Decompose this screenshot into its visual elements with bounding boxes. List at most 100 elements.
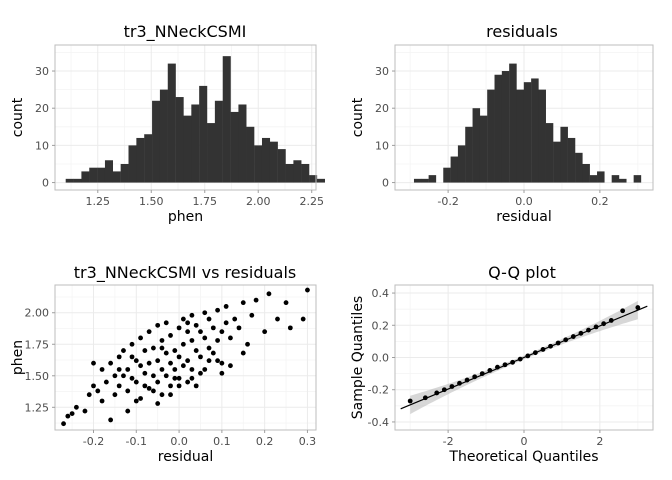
scatter-point xyxy=(215,358,220,364)
y-tick-label: 1.25 xyxy=(25,401,50,414)
histogram-bar xyxy=(269,141,278,183)
chart-title: Q-Q plot xyxy=(488,263,556,282)
scatter-point xyxy=(163,320,169,326)
scatter-point xyxy=(176,325,182,331)
histogram-bar xyxy=(167,63,176,183)
x-tick-label: 0.0 xyxy=(515,195,533,208)
histogram-bar xyxy=(553,141,561,183)
y-tick-label: 20 xyxy=(375,102,389,115)
scatter-point xyxy=(159,338,165,343)
histogram-bar xyxy=(97,167,106,183)
scatter-point xyxy=(601,321,607,327)
histogram-bar xyxy=(89,167,98,183)
histogram-bar xyxy=(214,100,223,183)
histogram-bar xyxy=(465,126,473,183)
scatter-point xyxy=(138,363,143,369)
scatter-point xyxy=(159,345,165,351)
histogram-bar xyxy=(567,137,576,183)
scatter-point xyxy=(73,404,79,410)
scatter-point xyxy=(163,350,169,356)
scatter-point xyxy=(219,360,225,366)
scatter-point xyxy=(172,348,178,353)
scatter-point xyxy=(189,367,195,372)
scatter-point xyxy=(193,348,199,353)
scatter-point xyxy=(138,396,143,401)
scatter-point xyxy=(91,360,96,366)
scatter-point xyxy=(125,367,131,372)
histogram-bar xyxy=(238,104,247,183)
scatter-point xyxy=(236,325,242,331)
scatter-point xyxy=(65,413,71,419)
histogram-bar xyxy=(413,178,422,183)
scatter-point xyxy=(142,348,148,353)
x-tick-label: 2.25 xyxy=(299,195,324,208)
histogram-bar xyxy=(538,89,546,183)
histogram-bar xyxy=(277,149,286,183)
histogram-bar xyxy=(487,89,495,183)
histogram-bar xyxy=(619,178,627,183)
scatter-point xyxy=(151,388,156,394)
scatter-point xyxy=(172,367,178,372)
y-tick-label: 0 xyxy=(42,177,49,190)
scatter-point xyxy=(176,383,182,389)
y-tick-label: -0.4 xyxy=(368,416,389,429)
scatter-point xyxy=(133,358,139,364)
scatter-point xyxy=(223,304,229,309)
scatter-point xyxy=(540,347,546,352)
scatter-point xyxy=(142,383,148,389)
scatter-point xyxy=(189,312,195,318)
histogram-bar xyxy=(183,115,192,183)
scatter-point xyxy=(180,363,186,369)
scatter-point xyxy=(129,354,135,360)
scatter-point xyxy=(193,383,199,389)
scatter-point xyxy=(495,364,500,370)
scatter-point xyxy=(434,390,440,396)
y-axis-title: phen xyxy=(10,340,26,375)
scatter-point xyxy=(240,300,246,306)
histogram-bar xyxy=(501,71,510,183)
scatter-point xyxy=(586,327,591,333)
scatter-point xyxy=(305,287,310,293)
scatter-point xyxy=(69,411,75,417)
histogram-bar xyxy=(293,160,302,183)
histogram-bar xyxy=(246,126,255,183)
y-tick-label: 0.4 xyxy=(372,287,390,300)
histogram-bar xyxy=(207,123,216,183)
scatter-point xyxy=(146,385,152,391)
histogram-bar xyxy=(316,178,325,183)
scatter-point xyxy=(479,371,485,377)
scatter-point xyxy=(133,379,139,385)
histogram-bar xyxy=(65,178,74,183)
chart-title: residuals xyxy=(486,22,558,41)
scatter-point xyxy=(82,408,88,414)
x-tick-label: -0.1 xyxy=(126,435,147,448)
histogram-bar xyxy=(104,160,114,183)
scatter-point xyxy=(129,375,135,381)
scatter-point xyxy=(198,329,203,335)
scatter-point xyxy=(570,334,576,339)
scatter-point xyxy=(449,384,455,389)
scatter-point xyxy=(121,373,126,379)
scatter-point xyxy=(125,408,131,414)
scatter-point xyxy=(168,360,173,366)
y-tick-label: 30 xyxy=(375,65,389,78)
histogram-bar xyxy=(128,145,137,183)
scatter-point xyxy=(300,316,306,322)
y-tick-label: 10 xyxy=(35,139,49,152)
scatter-point xyxy=(168,392,173,398)
panel-2: -0.2 0.0 0.2 0 10 20 30 residuals residual count xyxy=(350,22,654,225)
y-tick-label: 1.50 xyxy=(25,370,50,383)
histogram-bar xyxy=(230,111,239,183)
y-tick-label: 2.00 xyxy=(25,307,50,320)
histogram-bar xyxy=(73,178,82,183)
scatter-point xyxy=(563,337,569,343)
scatter-point xyxy=(138,335,143,341)
x-tick-label: 1.50 xyxy=(139,195,164,208)
scatter-point xyxy=(464,377,470,383)
scatter-point xyxy=(287,325,293,331)
scatter-point xyxy=(155,401,161,406)
histogram-bar xyxy=(175,97,184,183)
scatter-point xyxy=(168,333,173,338)
y-axis-title: count xyxy=(350,97,366,137)
